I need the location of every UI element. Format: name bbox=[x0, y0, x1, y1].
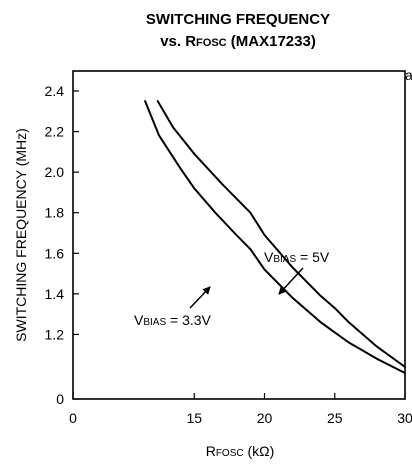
series-label-vbias-3v3: VBIAS = 3.3V bbox=[134, 312, 212, 328]
annot-5v-prefix: V bbox=[264, 249, 274, 265]
title-line2-suffix: (MAX17233) bbox=[227, 33, 316, 50]
chart-title-line2: vs. RFOSC (MAX17233) bbox=[160, 33, 316, 50]
annot-5v-subscript: BIAS bbox=[273, 254, 296, 265]
series-line-vbias-3v3 bbox=[144, 100, 406, 374]
x-tick-label: 0 bbox=[69, 410, 77, 426]
title-line2-prefix: vs. R bbox=[160, 33, 196, 50]
annotation-arrow-3v3 bbox=[189, 286, 211, 309]
x-axis-label: RFOSC (kΩ) bbox=[206, 443, 275, 459]
y-axis-label: SWITCHING FREQUENCY (MHz) bbox=[13, 128, 29, 342]
x-label-subscript: FOSC bbox=[216, 448, 244, 459]
y-tick-label: 1.4 bbox=[45, 286, 65, 302]
y-tick-label: 2.0 bbox=[45, 164, 65, 180]
y-axis-ticks: 0 1.2 1.4 1.6 1.8 2.0 2.2 2.4 bbox=[45, 83, 79, 407]
x-tick-label: 25 bbox=[327, 410, 343, 426]
x-label-prefix: R bbox=[206, 443, 216, 459]
x-tick-label: 30 bbox=[397, 410, 412, 426]
y-tick-label: 2.4 bbox=[45, 83, 65, 99]
x-tick-label: 20 bbox=[257, 410, 273, 426]
y-tick-label: 1.8 bbox=[45, 205, 65, 221]
y-tick-label: 2.2 bbox=[45, 124, 65, 140]
annot-3v3-prefix: V bbox=[134, 312, 144, 328]
annot-3v3-suffix: = 3.3V bbox=[166, 312, 211, 328]
x-tick-label: 15 bbox=[186, 410, 202, 426]
x-label-suffix: (kΩ) bbox=[244, 443, 275, 459]
chart-title-line1: SWITCHING FREQUENCY bbox=[146, 11, 330, 28]
annot-5v-suffix: = 5V bbox=[296, 249, 330, 265]
series-line-vbias-5v bbox=[156, 100, 406, 368]
y-tick-label: 1.6 bbox=[45, 245, 65, 261]
plot-frame bbox=[72, 70, 406, 400]
cropped-edge-text: a bbox=[405, 67, 412, 83]
x-axis-ticks: 0 15 20 25 30 bbox=[69, 393, 412, 426]
y-tick-label: 0 bbox=[56, 391, 64, 407]
title-line2-subscript: FOSC bbox=[196, 37, 227, 49]
y-tick-label: 1.2 bbox=[45, 326, 65, 342]
annotation-arrow-5v bbox=[278, 267, 304, 295]
series-label-vbias-5v: VBIAS = 5V bbox=[264, 249, 330, 265]
annot-3v3-subscript: BIAS bbox=[143, 317, 166, 328]
